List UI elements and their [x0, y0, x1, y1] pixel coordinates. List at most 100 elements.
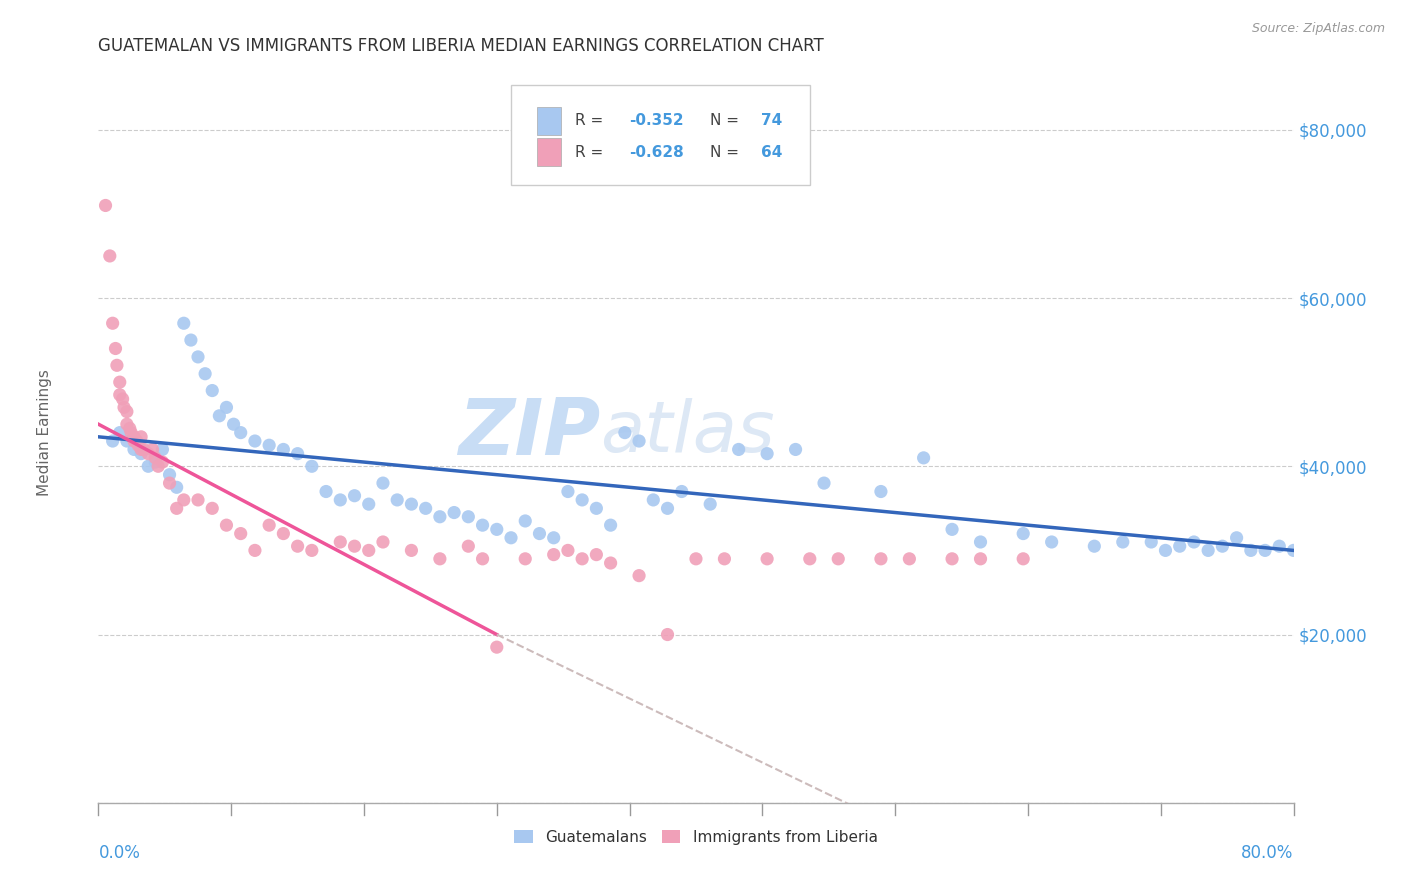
Point [685, 551, 707, 566]
Text: atlas: atlas [600, 398, 775, 467]
Point [141, 442, 163, 457]
Point [401, 497, 423, 511]
Point [785, 442, 807, 457]
Point [485, 640, 508, 655]
Point [118, 421, 141, 435]
Point [229, 526, 252, 541]
Text: 64: 64 [761, 145, 782, 160]
Point [115, 404, 138, 418]
Point [941, 551, 963, 566]
Point [1012, 526, 1035, 541]
Point [222, 417, 245, 432]
Point [357, 543, 380, 558]
Point [1240, 543, 1263, 558]
Point [125, 434, 148, 448]
Point [129, 447, 152, 461]
Point [969, 551, 991, 566]
Point [159, 467, 181, 482]
Point [187, 492, 209, 507]
Point [657, 501, 679, 516]
Point [457, 509, 479, 524]
Point [180, 333, 202, 347]
Text: -0.352: -0.352 [628, 113, 683, 128]
Point [657, 627, 679, 641]
Point [599, 556, 621, 570]
Point [557, 543, 579, 558]
Point [98, 249, 121, 263]
Point [799, 551, 821, 566]
Point [115, 417, 138, 432]
Point [1168, 539, 1191, 553]
Point [671, 484, 693, 499]
Point [112, 401, 135, 415]
Point [515, 514, 537, 528]
Text: R =: R = [575, 113, 609, 128]
Point [301, 543, 323, 558]
Point [122, 434, 145, 448]
Text: Source: ZipAtlas.com: Source: ZipAtlas.com [1251, 22, 1385, 36]
Point [756, 551, 779, 566]
Text: -0.628: -0.628 [628, 145, 683, 160]
Point [243, 434, 266, 448]
Point [101, 434, 124, 448]
Point [727, 442, 749, 457]
Point [371, 476, 394, 491]
Point [1282, 543, 1305, 558]
Point [628, 434, 651, 448]
Text: 0.0%: 0.0% [98, 844, 141, 862]
Point [643, 492, 665, 507]
Text: N =: N = [710, 113, 744, 128]
Point [111, 392, 134, 406]
Point [132, 442, 155, 457]
Text: 80.0%: 80.0% [1241, 844, 1294, 862]
Point [127, 438, 149, 452]
Point [628, 568, 651, 582]
Point [1083, 539, 1105, 553]
Point [143, 450, 166, 465]
FancyBboxPatch shape [537, 138, 561, 166]
Point [969, 535, 991, 549]
Point [108, 388, 131, 402]
Point [1112, 535, 1135, 549]
Text: Median Earnings: Median Earnings [37, 369, 52, 496]
Point [457, 539, 479, 553]
Point [257, 518, 280, 533]
Point [122, 430, 145, 444]
Point [1012, 551, 1035, 566]
Point [756, 447, 779, 461]
Point [585, 501, 607, 516]
Point [129, 430, 152, 444]
Point [194, 367, 217, 381]
Point [148, 459, 170, 474]
Point [385, 492, 409, 507]
Point [529, 526, 551, 541]
Text: ZIP: ZIP [458, 394, 600, 471]
Point [129, 442, 152, 457]
Point [557, 484, 579, 499]
Point [215, 401, 238, 415]
Point [243, 543, 266, 558]
FancyBboxPatch shape [510, 85, 810, 185]
Point [585, 548, 607, 562]
Point [136, 459, 159, 474]
Text: 74: 74 [761, 113, 782, 128]
Point [108, 375, 131, 389]
Point [122, 442, 145, 457]
Point [94, 198, 117, 212]
Point [515, 551, 537, 566]
Point [1254, 543, 1277, 558]
Point [1154, 543, 1177, 558]
Point [273, 442, 295, 457]
Point [229, 425, 252, 440]
Point [315, 484, 337, 499]
Point [173, 316, 195, 330]
Point [208, 409, 231, 423]
Point [166, 501, 188, 516]
Point [870, 551, 893, 566]
Point [136, 447, 159, 461]
Point [1140, 535, 1163, 549]
Point [329, 492, 352, 507]
Point [143, 455, 166, 469]
Point [215, 518, 238, 533]
Point [471, 551, 494, 566]
